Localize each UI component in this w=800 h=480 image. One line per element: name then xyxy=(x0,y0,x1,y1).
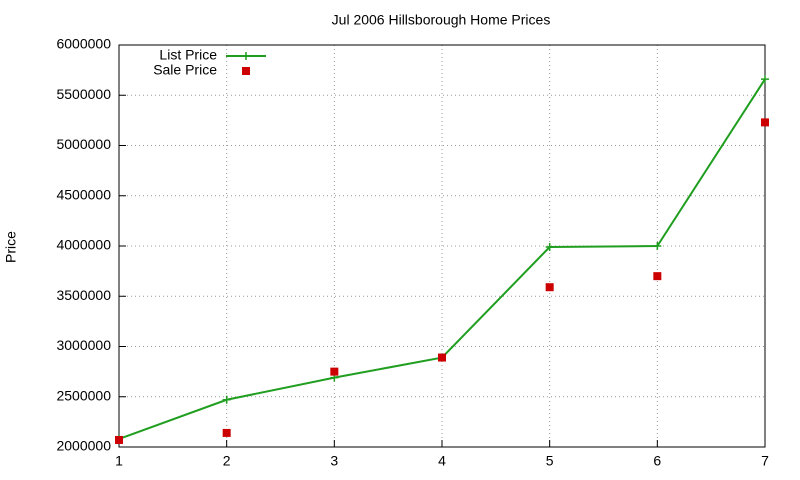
y-tick-label: 2000000 xyxy=(56,438,111,454)
y-tick-label: 3500000 xyxy=(56,287,111,303)
legend-label: List Price xyxy=(159,47,217,63)
data-point xyxy=(761,75,769,84)
data-point xyxy=(222,395,231,404)
data-point xyxy=(653,272,662,281)
legend-label: Sale Price xyxy=(153,62,217,78)
y-tick-label: 3000000 xyxy=(56,337,111,353)
data-point xyxy=(330,367,339,376)
y-tick-label: 5500000 xyxy=(56,86,111,102)
x-tick-label: 3 xyxy=(330,453,338,469)
data-point xyxy=(115,435,123,444)
y-tick-label: 6000000 xyxy=(56,36,111,52)
data-point xyxy=(438,353,446,362)
data-point xyxy=(545,283,554,292)
y-axis-label: Price xyxy=(3,231,19,263)
data-point xyxy=(761,118,769,127)
data-point xyxy=(545,243,554,252)
y-tick-label: 4000000 xyxy=(56,237,111,253)
x-tick-label: 7 xyxy=(761,453,769,469)
legend-marker xyxy=(242,52,250,60)
data-point xyxy=(222,428,231,437)
plot-border xyxy=(118,44,766,448)
y-tick-label: 5000000 xyxy=(56,136,111,152)
x-tick-label: 1 xyxy=(115,453,123,469)
data-point xyxy=(653,242,662,250)
x-tick-label: 6 xyxy=(653,453,661,469)
legend-marker xyxy=(242,67,250,75)
x-tick-label: 4 xyxy=(438,453,446,469)
y-tick-label: 2500000 xyxy=(56,387,111,403)
y-tick-label: 4500000 xyxy=(56,186,111,202)
x-tick-label: 5 xyxy=(546,453,554,469)
chart-title: Jul 2006 Hillsborough Home Prices xyxy=(332,12,551,28)
x-tick-label: 2 xyxy=(223,453,231,469)
